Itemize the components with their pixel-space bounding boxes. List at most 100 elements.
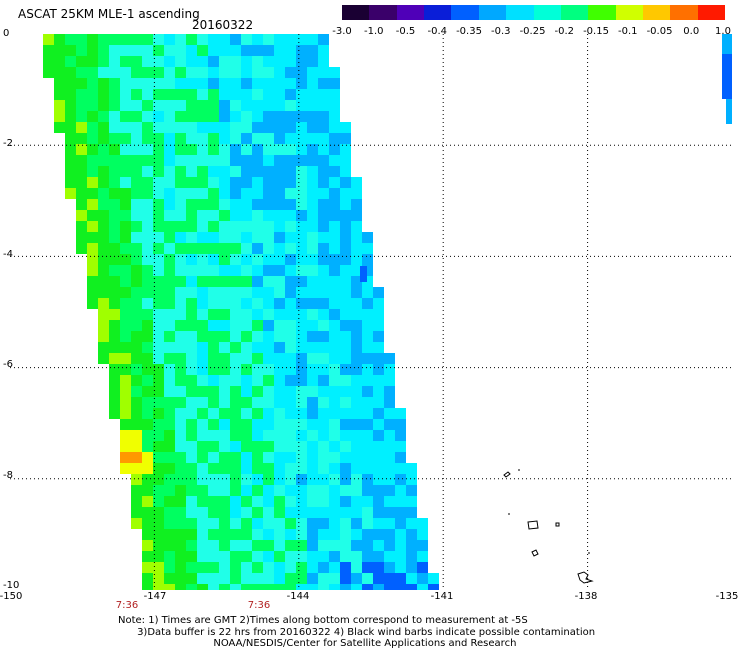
swath-cell (175, 155, 186, 166)
swath-cell (65, 100, 76, 111)
swath-cell (296, 540, 307, 551)
swath-cell (318, 320, 329, 331)
swath-cell (164, 133, 175, 144)
swath-cell (362, 474, 373, 485)
swath-cell (274, 397, 285, 408)
swath-cell (362, 397, 373, 408)
swath-cell (175, 177, 186, 188)
swath-cell (263, 254, 274, 265)
swath-cell (131, 166, 142, 177)
swath-cell (197, 430, 208, 441)
swath-cell (318, 188, 329, 199)
swath-cell (197, 474, 208, 485)
swath-cell (219, 375, 230, 386)
swath-cell (241, 584, 252, 590)
swath-cell (197, 320, 208, 331)
swath-cell (131, 67, 142, 78)
swath-cell (252, 100, 263, 111)
swath-cell (197, 89, 208, 100)
swath-cell (307, 419, 318, 430)
swath-cell (263, 221, 274, 232)
swath-cell (285, 551, 296, 562)
swath-cell (65, 166, 76, 177)
swath-cell (373, 584, 384, 590)
swath-cell (76, 100, 87, 111)
swath-cell (351, 265, 362, 276)
swath-cell (164, 122, 175, 133)
swath-cell (340, 298, 351, 309)
swath-cell (318, 89, 329, 100)
swath-cell (186, 111, 197, 122)
swath-cell (153, 221, 164, 232)
swath-cell (373, 540, 384, 551)
swath-cell (153, 441, 164, 452)
swath-cell (351, 199, 362, 210)
swath-cell (219, 463, 230, 474)
swath-cell (109, 298, 120, 309)
swath-cell (98, 320, 109, 331)
swath-cell (153, 287, 164, 298)
swath-cell (98, 287, 109, 298)
swath-cell (219, 529, 230, 540)
swath-cell (153, 463, 164, 474)
swath-cell (351, 540, 362, 551)
swath-cell (318, 485, 329, 496)
swath-cell (164, 34, 175, 45)
swath-cell (241, 408, 252, 419)
swath-cell (417, 584, 428, 590)
swath-cell (307, 45, 318, 56)
swath-cell (186, 584, 197, 590)
island-8 (577, 571, 594, 584)
swath-cell (76, 221, 87, 232)
swath-cell (340, 408, 351, 419)
swath-cell (340, 133, 351, 144)
swath-cell (340, 386, 351, 397)
swath-cell (186, 67, 197, 78)
swath-cell (362, 573, 373, 584)
swath-cell (186, 507, 197, 518)
swath-cell (208, 276, 219, 287)
swath-cell (395, 507, 406, 518)
swath-cell (296, 353, 307, 364)
swath-cell (263, 386, 274, 397)
swath-cell (318, 243, 329, 254)
swath-cell (175, 463, 186, 474)
swath-cell (120, 243, 131, 254)
swath-cell (175, 100, 186, 111)
swath-cell (208, 474, 219, 485)
swath-cell (241, 331, 252, 342)
swath-cell (142, 375, 153, 386)
swath-cell (98, 265, 109, 276)
swath-cell (340, 397, 351, 408)
swath-cell (241, 419, 252, 430)
swath-cell (318, 309, 329, 320)
swath-cell (197, 210, 208, 221)
swath-cell (230, 177, 241, 188)
swath-cell (186, 265, 197, 276)
swath-cell (219, 265, 230, 276)
swath-cell (296, 573, 307, 584)
swath-cell (230, 419, 241, 430)
swath-cell (318, 210, 329, 221)
swath-cell (208, 419, 219, 430)
swath-cell (142, 243, 153, 254)
swath-cell (307, 155, 318, 166)
swath-cell (98, 276, 109, 287)
swath-cell (252, 452, 263, 463)
swath-cell (219, 67, 230, 78)
swath-cell (362, 309, 373, 320)
swath-cell (285, 386, 296, 397)
swath-cell (274, 353, 285, 364)
lat-label-2s: -2 (3, 138, 13, 149)
swath-cell (318, 254, 329, 265)
swath-cell (274, 243, 285, 254)
swath-cell (153, 496, 164, 507)
swath-cell (329, 540, 340, 551)
swath-cell (307, 144, 318, 155)
swath-cell (208, 166, 219, 177)
swath-cell (351, 276, 362, 287)
swath-cell (208, 386, 219, 397)
swath-cell (131, 34, 142, 45)
swath-cell (219, 276, 230, 287)
swath-cell (175, 89, 186, 100)
